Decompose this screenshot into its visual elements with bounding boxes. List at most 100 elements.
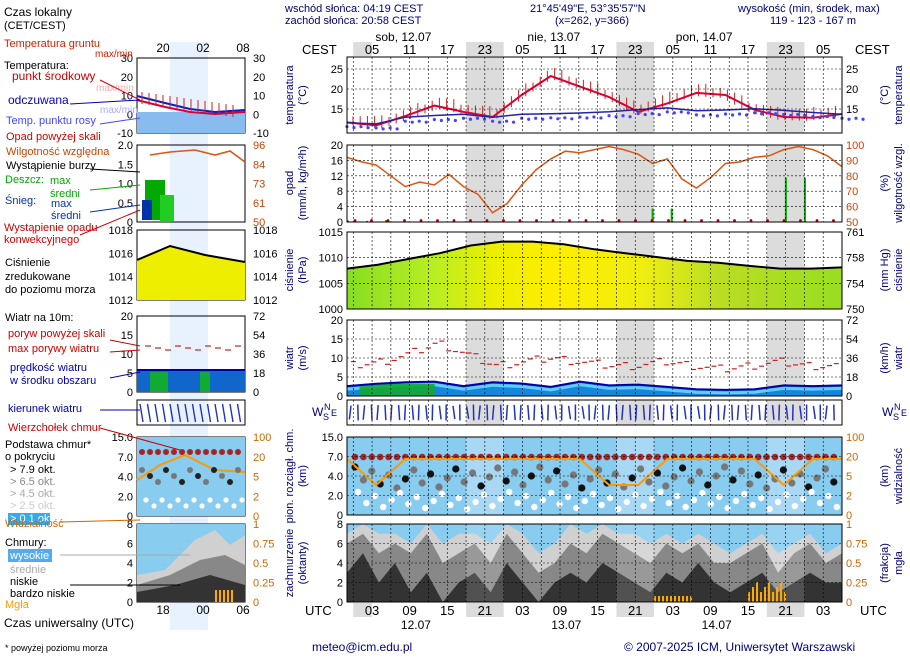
storm-dot [502, 219, 505, 222]
fog-bar [666, 596, 669, 602]
dew-point-dot [424, 120, 428, 124]
utc-hour-label: 03 [816, 603, 830, 618]
legend-soil-max-min: max/min [95, 49, 133, 60]
utc-hour-label: 09 [703, 603, 717, 618]
axis-label-right: widzialność [893, 447, 905, 505]
left-tick-label: 15 [331, 334, 343, 346]
legend-cloud-top-dot [195, 449, 201, 455]
legend-okt4: > 2.5 okt. [10, 500, 56, 512]
dew-point-dot [811, 114, 815, 119]
dew-point-dot [643, 112, 647, 117]
legend-cloud-top-dot [179, 449, 185, 455]
legend-right-tick: 1016 [253, 248, 277, 260]
fog-bar [752, 587, 755, 602]
cloud-base-dot [687, 477, 695, 485]
axis-label-left: opad [284, 171, 296, 195]
fog-bar [682, 596, 685, 602]
cest-hour-label: 23 [778, 42, 792, 57]
right-tick-label: 90 [846, 155, 858, 167]
dew-point-dot [585, 116, 589, 120]
wind-direction-arrow [403, 404, 407, 421]
legend-fog-bar [231, 590, 233, 602]
legend-cloud-low-dot [183, 503, 189, 509]
email-link[interactable]: meteo@icm.edu.pl [312, 640, 413, 654]
cloud-base-dot-low [724, 504, 731, 512]
legend-wind-mean1: prędkość wiatru [10, 362, 87, 374]
cloud-base-dot [737, 467, 746, 475]
pressure-area [347, 241, 842, 309]
right-tick-label: 15 [846, 104, 858, 116]
dew-point-dot [803, 113, 807, 118]
fog-bar [772, 592, 775, 602]
dew-point-dot [482, 117, 487, 121]
cloud-base-dot [427, 470, 435, 478]
storm-dot [634, 219, 637, 222]
precip-bar [347, 220, 349, 222]
axis-label-left: zachmurzenie [284, 529, 296, 597]
dew-point-dot [395, 127, 399, 131]
cloud-base-dot-low [480, 491, 488, 499]
fog-bar [670, 596, 673, 602]
cloud-base-dot [645, 478, 653, 486]
legend-cloud-base-dot [203, 479, 209, 485]
legend-right-tick: 1018 [253, 225, 277, 237]
legend-fog-bar [215, 590, 217, 602]
cloud-base-dot [510, 468, 519, 476]
cloud-base-dot [813, 474, 821, 482]
left-tick-label: 20 [331, 84, 343, 96]
dew-point-dot [578, 115, 582, 119]
dew-point-dot [701, 114, 706, 118]
legend-left-tick: 15 [121, 330, 133, 342]
dew-point-dot [511, 120, 516, 124]
wind-direction-arrow [540, 405, 544, 420]
cloud-base-dot [469, 469, 477, 477]
fog-bar [662, 596, 665, 602]
cloud-base-dot-low [388, 496, 395, 504]
cloud-base-dot-low [396, 489, 404, 497]
legend-connector [109, 371, 141, 379]
dew-point-dot [403, 119, 407, 123]
storm-dot [551, 219, 555, 222]
dew-point-dot [753, 111, 757, 115]
legend-right-tick: 5 [253, 472, 259, 484]
fog-bar [768, 582, 771, 602]
cloud-base-dot [788, 479, 796, 487]
left-tick-label: 15 [331, 104, 343, 116]
storm-dot [832, 219, 835, 222]
legend-panel-border [136, 144, 246, 223]
legend-pressure3: do poziomu morza [5, 284, 96, 296]
wind-direction-arrow [634, 404, 638, 421]
axis-label-right: ciśnienie [893, 249, 905, 292]
dew-point-dot [359, 125, 363, 129]
cloud-base-dot-low [783, 491, 790, 499]
legend-connector [109, 339, 141, 347]
dew-point-dot [410, 120, 414, 124]
legend-right-tick: 100 [253, 432, 271, 444]
day-label-bottom: 13.07 [551, 618, 581, 632]
legend-direction-arrow [214, 403, 219, 423]
wind-direction-arrow [397, 404, 401, 421]
legend-visibility: Widzialność [5, 518, 64, 530]
wind-direction-arrow [519, 404, 522, 421]
cloud-top-dot [620, 453, 628, 461]
dew-point-dot [432, 117, 436, 122]
axis-label-left-units: (oktanty) [297, 542, 309, 585]
legend-direction-arrow [199, 403, 204, 423]
legend-right-tick: 20 [253, 72, 265, 84]
legend-temp-fill [137, 112, 245, 133]
left-tick-label: 12 [331, 171, 343, 183]
utc-label-right: UTC [860, 603, 887, 618]
wind-direction-arrow [683, 405, 687, 420]
legend-right-tick: 30 [253, 53, 265, 65]
wind-direction-arrow [778, 404, 781, 421]
legend-cloud-top-dot [219, 449, 225, 455]
dew-point-dot [374, 126, 378, 130]
cloud-base-dot-low [741, 490, 748, 498]
grid-text: (x=262, y=366) [555, 15, 629, 27]
left-tick-label: 2 [337, 578, 343, 590]
legend-pressure1: Ciśnienie [5, 257, 50, 269]
cloud-base-dot-low [800, 495, 807, 503]
wind-direction-arrow [486, 404, 489, 421]
dew-point-dot [715, 114, 720, 118]
cloud-top-dot [586, 453, 594, 461]
